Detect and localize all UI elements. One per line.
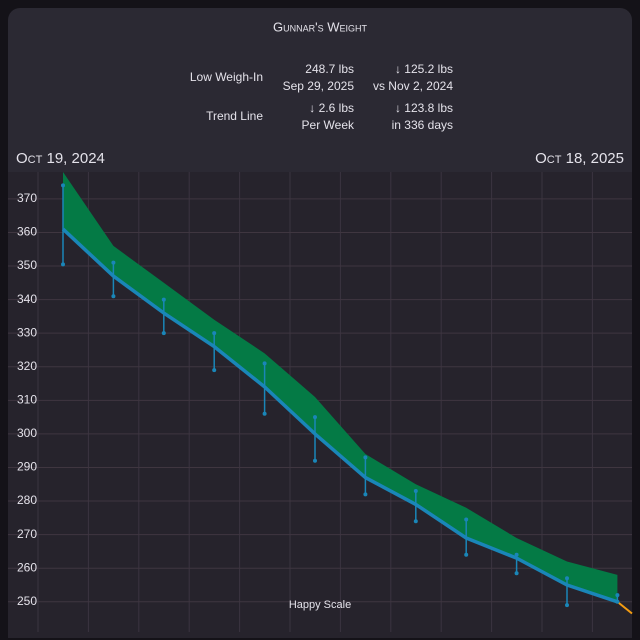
weigh-in-low [615,599,620,604]
weigh-in-low [464,552,469,557]
stat-value: 248.7 lbs [305,62,354,76]
weigh-in-high [413,488,418,493]
weigh-in-low [161,331,166,336]
y-tick-label: 300 [17,426,37,440]
y-tick-label: 310 [17,392,37,406]
y-tick-label: 320 [17,359,37,373]
start-date: Oct 19, 2024 [16,150,105,167]
y-tick-label: 270 [17,527,37,541]
projection-line [616,601,633,615]
stat-sub: Sep 29, 2025 [283,79,355,93]
weigh-in-low [262,411,267,416]
title: Gunnar's Weight [273,19,367,34]
weigh-in-high [565,576,569,581]
weigh-in-low [413,519,418,524]
stat-change: ↓ 123.8 lbs [395,101,453,115]
weigh-in-high [212,331,217,336]
stat-label: Trend Line [206,109,263,123]
y-tick-label: 330 [17,325,37,339]
stat-change-sub: vs Nov 2, 2024 [373,79,453,93]
y-tick-label: 280 [17,493,37,507]
weigh-in-high [464,517,469,522]
y-tick-label: 360 [17,225,37,239]
weigh-in-low [313,458,317,463]
stat-value: ↓ 2.6 lbs [309,101,354,115]
weigh-in-low [363,492,368,497]
weigh-in-high [262,361,267,366]
weigh-in-high [61,183,65,188]
stat-change: ↓ 125.2 lbs [395,62,453,76]
trend-line [61,227,618,604]
y-tick-label: 340 [17,292,37,306]
footer: Happy Scale [289,599,351,611]
weigh-in-high [514,552,519,557]
weigh-in-high [111,260,116,265]
weigh-in-low [61,262,65,267]
weigh-in-high [161,297,166,302]
weigh-in-low [514,571,519,576]
y-tick-label: 350 [17,258,37,272]
stat-change-sub: in 336 days [392,118,453,132]
weigh-in-high [615,593,620,598]
weigh-in-low [212,368,217,373]
y-tick-label: 260 [17,560,37,574]
y-tick-label: 250 [17,594,37,608]
stat-sub: Per Week [302,118,355,132]
stat-label: Low Weigh-In [190,70,263,84]
weigh-in-low [565,603,569,608]
end-date: Oct 18, 2025 [535,150,624,167]
weigh-in-high [363,455,368,460]
y-tick-label: 370 [17,191,37,205]
weigh-in-low [111,294,116,299]
weigh-in-high [313,415,317,420]
y-tick-label: 290 [17,460,37,474]
